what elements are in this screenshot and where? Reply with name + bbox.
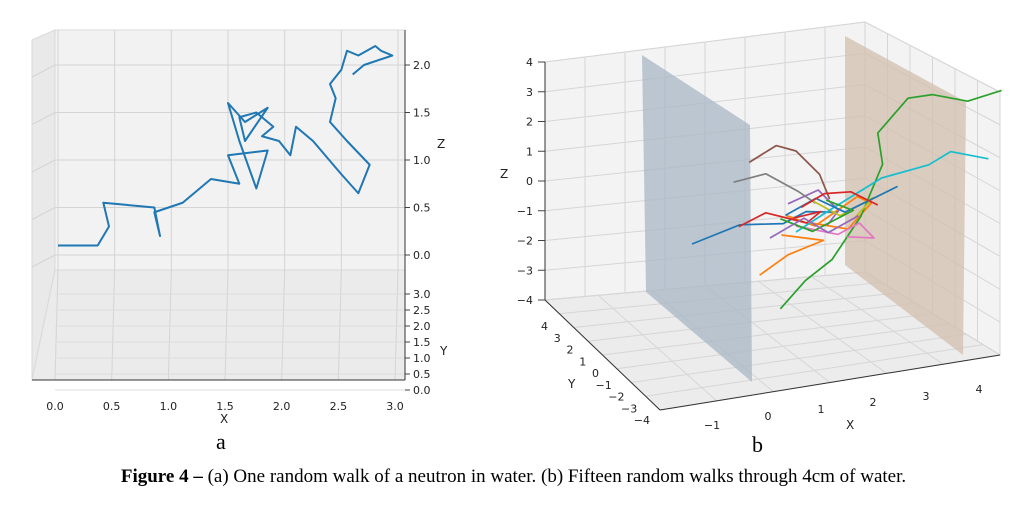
panel-b-zlabel: Z [500,167,508,181]
panel-b-walk-line [759,234,825,276]
panel-b-floor-grid-y [631,333,967,383]
panel-a-floor-grid-x [224,269,229,381]
panel-b-floor-grid-y [645,344,984,397]
panel-b-xtick: 4 [976,383,983,396]
panel-a-plot: 0.0 0.5 1.0 1.5 2.0 2.5 3.0 0.0 0.5 1.0 1.5 2.0 0.0 0… [31,29,448,454]
panel-a-floor-grid-x [394,269,399,381]
panel-b-ztick: −2 [517,235,533,248]
panel-b-letter: b [752,432,763,457]
panel-a-side-grid-z [31,112,56,125]
panel-a-zlabel: Z [437,137,445,151]
panel-a-xtick: 1.5 [216,400,234,413]
panel-b-ylabel: Y [567,377,576,391]
panel-a-walk-line [58,45,394,247]
panel-b-floor-grid-y [602,313,933,356]
panel-a-ztick: 0.0 [413,249,431,262]
panel-a-floor [31,269,406,381]
panel-a-ytick: 2.5 [413,304,431,317]
panel-b-ytick: −3 [621,402,637,415]
panel-b-ztick: 0 [526,175,533,188]
panel-a-ytick: 1.0 [413,352,431,365]
panel-a-floor-grid-x [281,269,286,381]
panel-a-side-grid-z [31,64,56,78]
panel-b-ztick: 3 [526,86,533,99]
panel-a-ztick: 1.5 [413,107,431,120]
panel-b-walk-line [748,144,831,200]
panel-a-ztick: 2.0 [413,59,431,72]
panel-a-back-wall [54,29,406,271]
panel-a-ytick: 3.0 [413,288,431,301]
panel-b-ytick: −2 [608,391,624,404]
panel-a-side-grid-z [31,254,56,268]
panel-b-xtick: 0 [765,410,772,423]
caption-label: Figure 4 – [120,466,203,487]
panel-b-walk-line [795,222,875,239]
panel-b-xtick: 2 [870,396,877,409]
panel-b-floor-grid-y [616,323,950,370]
figure-caption: Figure 4 – (a) One random walk of a neut… [0,466,1027,488]
panel-a-ytick: 1.5 [413,336,431,349]
panel-a-ylabel: Y [439,344,448,358]
panel-b-walk-line [795,150,989,233]
panel-a-xtick: 0.5 [103,400,121,413]
panel-a-xtick: 3.0 [386,400,404,413]
panel-a-ytick: 0.5 [413,368,431,381]
panel-b-ztick: 4 [526,56,533,69]
panel-b-walk-line [785,185,898,216]
panel-b-walk-line [780,199,855,233]
panel-a-ztick: 1.0 [413,154,431,167]
panel-a-floor-grid-x [167,269,172,381]
panel-a-side-grid-z [31,159,56,173]
panel-a-xtick: 0.0 [46,400,64,413]
panel-a-side-grid-z [31,207,56,220]
panel-b-walk-line [800,190,879,209]
water-entry-plane [642,55,752,382]
panel-b-ytick: 0 [592,367,599,380]
panel-b-ytick: 2 [567,344,574,357]
panel-b-walk-line [769,215,859,239]
panel-b-x-axis [659,354,1001,411]
panel-a-ytick: 0.0 [413,384,431,397]
panel-b-xlabel: X [846,418,854,432]
caption-text: (a) One random walk of a neutron in wate… [202,466,907,487]
panel-b-xtick: 3 [923,390,930,403]
water-exit-plane [845,36,966,355]
panel-b-y-axis [544,299,661,411]
panel-a-xtick: 2.0 [273,400,291,413]
panel-b-walk-line [779,89,1002,310]
panel-a-letter: a [216,429,226,454]
panel-b-floor-grid-y [588,302,916,342]
panel-b-walk-line [733,172,816,204]
panel-b-ztick: −4 [517,294,533,307]
panel-b-ztick: −1 [517,205,533,218]
panel-a-floor-grid-x [337,269,342,381]
panel-a-ytick: 2.0 [413,320,431,333]
panel-a-xlabel: X [220,412,228,426]
panel-b-xtick: −1 [704,419,720,432]
panel-b-xtick: 1 [818,403,825,416]
panel-b-ytick: 3 [554,332,561,345]
panel-b-ytick: −4 [634,414,650,427]
panel-b-walk-line [738,210,822,228]
panel-b-ytick: 4 [541,320,548,333]
panel-b-walk-line [785,195,873,230]
panel-a-xtick: 2.5 [330,400,348,413]
panel-b-ztick: 2 [526,116,533,129]
panel-a-xtick: 1.0 [160,400,178,413]
panel-b-ztick: 1 [526,145,533,158]
panel-a-ztick: 0.5 [413,202,431,215]
panel-b-ytick: −1 [596,379,612,392]
panel-b-ytick: 1 [579,355,586,368]
panel-a-floor-grid-x [54,269,59,381]
panel-b-ztick: −3 [517,264,533,277]
panel-a-floor-grid-x [111,269,116,381]
